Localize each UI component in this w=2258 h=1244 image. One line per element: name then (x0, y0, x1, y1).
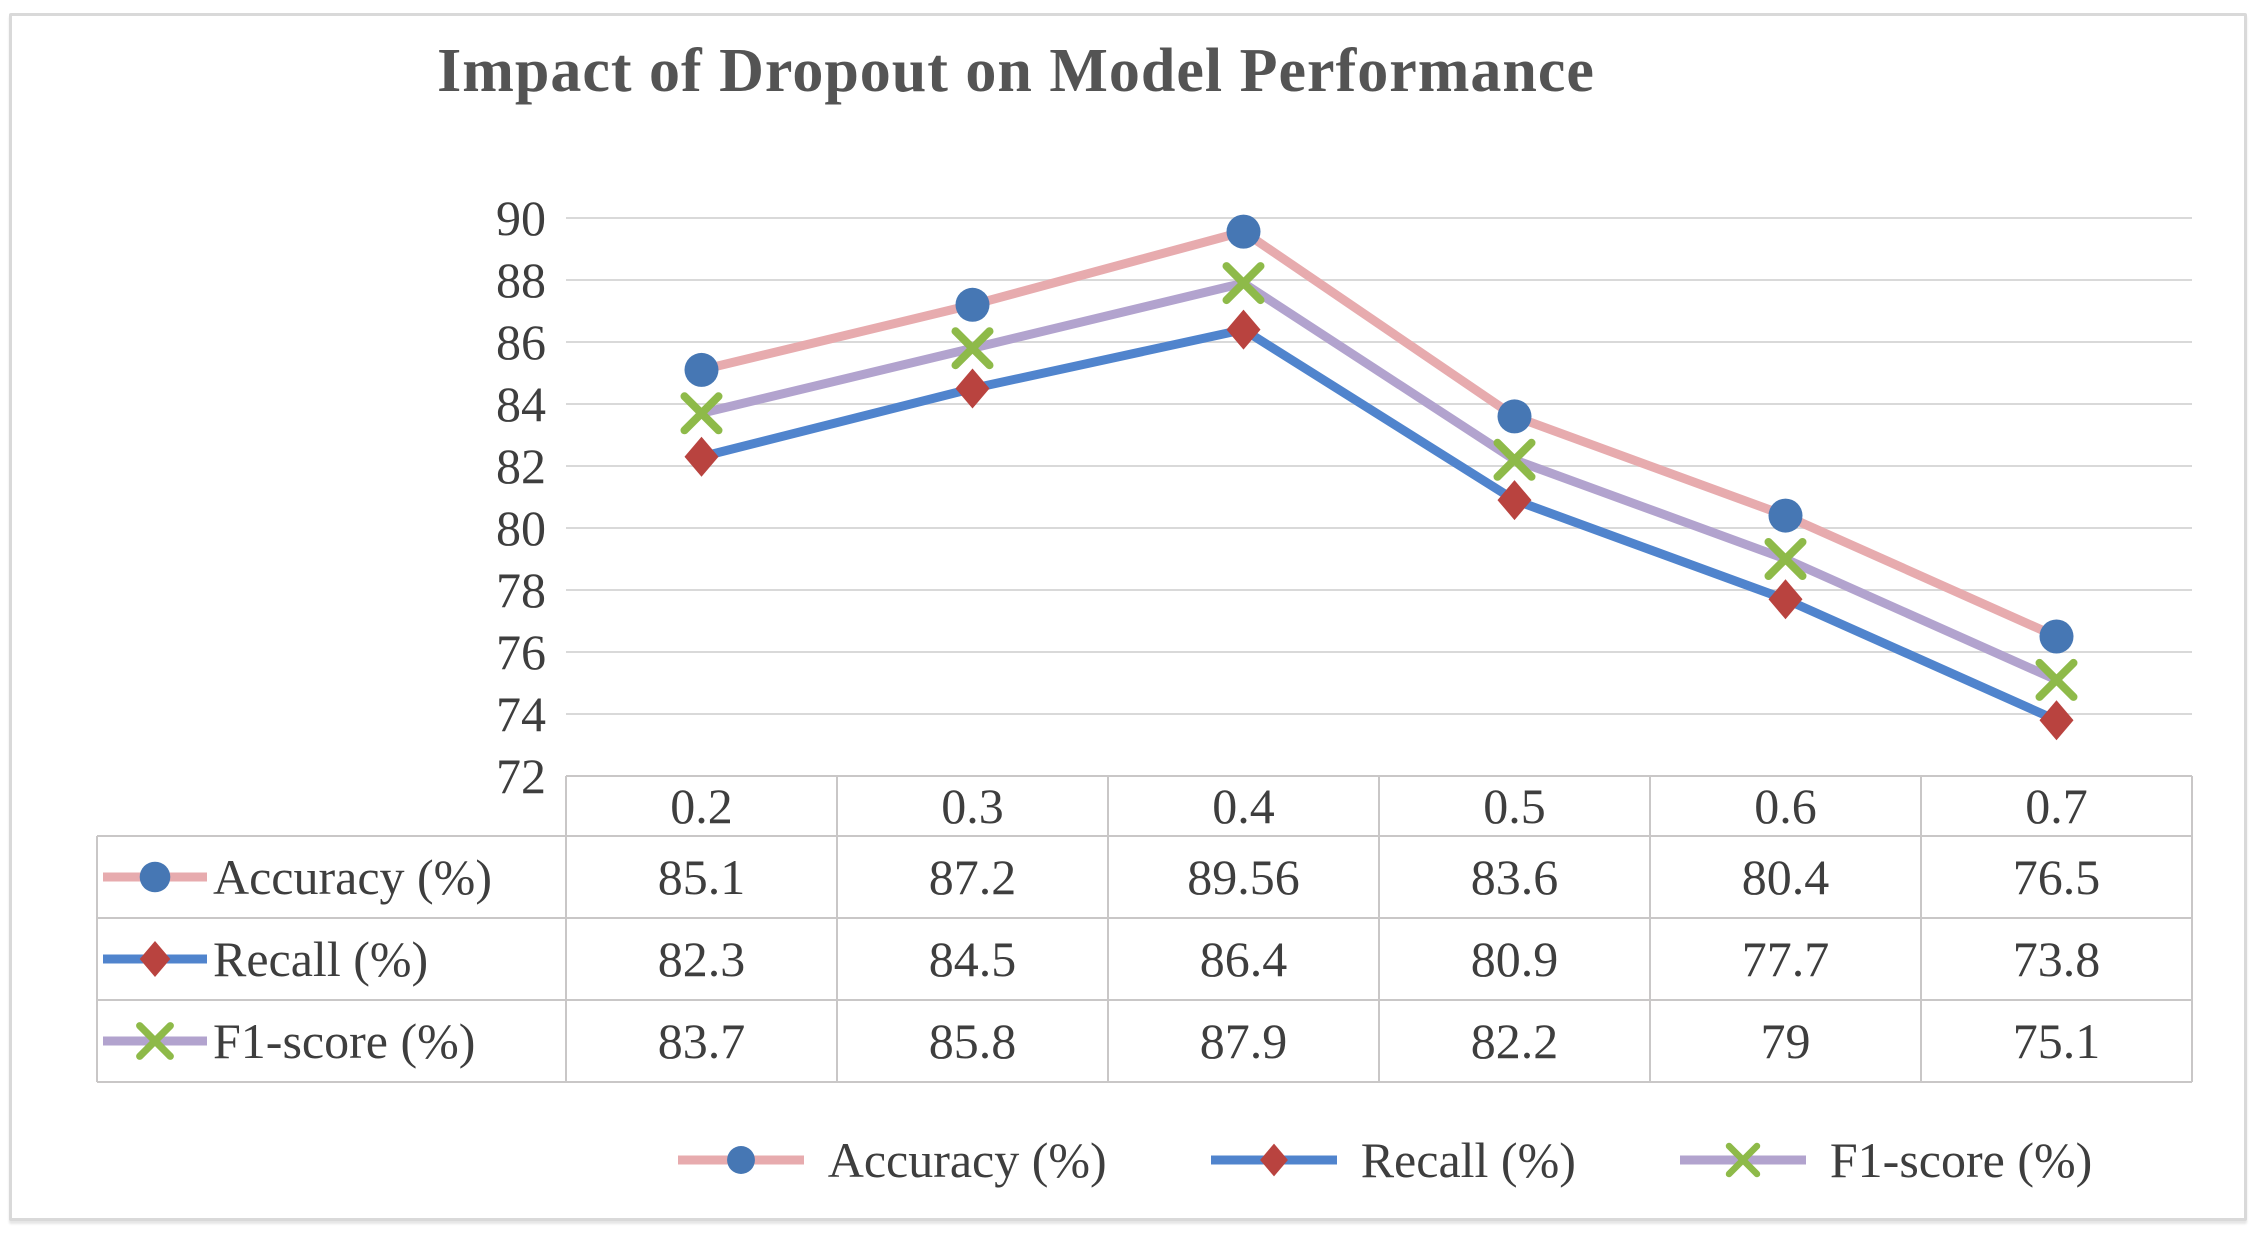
legend-item-f1-score: F1-score (%) (1668, 1131, 2092, 1189)
diamond-marker (139, 941, 171, 977)
table-column-header: 0.4 (1212, 778, 1275, 834)
table-row-label-recall: Recall (%) (213, 931, 428, 987)
table-value-cell: 73.8 (2013, 931, 2101, 987)
y-axis-tick-label: 76 (496, 624, 546, 680)
circle-marker (726, 1146, 755, 1174)
legend-key-accuracy (677, 1146, 804, 1174)
diamond-marker (2039, 700, 2074, 741)
y-axis-tick-label: 84 (496, 376, 546, 432)
table-value-cell: 79 (1761, 1013, 1811, 1069)
chart-frame (9, 13, 2247, 1221)
diamond-marker (684, 436, 719, 477)
x-marker (1222, 262, 1265, 305)
legend-label-recall: Recall (%) (1360, 1132, 1576, 1188)
table-value-cell: 87.2 (929, 849, 1017, 905)
x-marker (1725, 1142, 1761, 1178)
circle-marker (1226, 214, 1261, 249)
diamond-marker (1226, 309, 1261, 350)
y-axis-tick-label: 88 (496, 252, 546, 308)
table-value-cell: 82.2 (1471, 1013, 1559, 1069)
series-line-f1-score (697, 278, 2061, 685)
table-value-cell: 85.8 (929, 1013, 1017, 1069)
table-column-header: 0.5 (1483, 778, 1546, 834)
y-axis-tick-label: 86 (496, 314, 546, 370)
x-marker (951, 327, 994, 370)
y-axis-tick-label: 90 (496, 190, 546, 246)
table-value-cell: 86.4 (1200, 931, 1288, 987)
circle-marker (1497, 399, 1532, 434)
table-value-cell: 89.56 (1187, 849, 1300, 905)
circle-marker (2039, 619, 2074, 654)
table-value-cell: 83.7 (658, 1013, 746, 1069)
legend-item-accuracy: Accuracy (%) (666, 1131, 1107, 1189)
table-value-cell: 84.5 (929, 931, 1017, 987)
circle-marker (955, 287, 990, 322)
y-axis-tick-label: 78 (496, 562, 546, 618)
legend-key-f1-score (1679, 1142, 1806, 1178)
diamond-marker (1768, 579, 1803, 620)
table-value-cell: 87.9 (1200, 1013, 1288, 1069)
circle-marker (1768, 498, 1803, 533)
series-line-recall (697, 325, 2061, 725)
y-axis-tick-label: 82 (496, 438, 546, 494)
y-axis-tick-label: 72 (496, 748, 546, 804)
x-marker (136, 1022, 174, 1060)
legend-label-accuracy: Accuracy (%) (827, 1132, 1107, 1188)
table-value-cell: 76.5 (2013, 849, 2101, 905)
series-line-accuracy (697, 227, 2061, 641)
x-marker (680, 392, 723, 435)
circle-marker (139, 861, 171, 893)
table-row-label-f1-score: F1-score (%) (213, 1013, 475, 1069)
legend-item-recall: Recall (%) (1199, 1131, 1576, 1189)
table-value-cell: 83.6 (1471, 849, 1559, 905)
chart-legend: Accuracy (%) Recall (%) F1-score (%) (566, 1124, 2192, 1196)
table-value-cell: 82.3 (658, 931, 746, 987)
circle-marker (684, 352, 719, 387)
table-value-cell: 80.4 (1742, 849, 1830, 905)
table-column-header: 0.6 (1754, 778, 1817, 834)
table-row-label-accuracy: Accuracy (%) (213, 849, 492, 905)
table-value-cell: 80.9 (1471, 931, 1559, 987)
diamond-marker (955, 368, 990, 409)
legend-label-f1-score: F1-score (%) (1829, 1132, 2093, 1188)
y-axis-tick-label: 80 (496, 500, 546, 556)
y-axis-tick-label: 74 (496, 686, 546, 742)
x-marker (1493, 438, 1536, 481)
table-value-cell: 77.7 (1742, 931, 1830, 987)
diamond-marker (1259, 1143, 1288, 1177)
diamond-marker (1497, 480, 1532, 521)
table-column-header: 0.2 (670, 778, 733, 834)
table-value-cell: 75.1 (2013, 1013, 2101, 1069)
x-marker (2035, 658, 2078, 701)
x-marker (1764, 538, 1807, 580)
table-value-cell: 85.1 (658, 849, 746, 905)
chart-title: Impact of Dropout on Model Performance (437, 37, 1595, 105)
table-column-header: 0.7 (2025, 778, 2088, 834)
legend-key-recall (1210, 1143, 1337, 1177)
table-column-header: 0.3 (941, 778, 1004, 834)
